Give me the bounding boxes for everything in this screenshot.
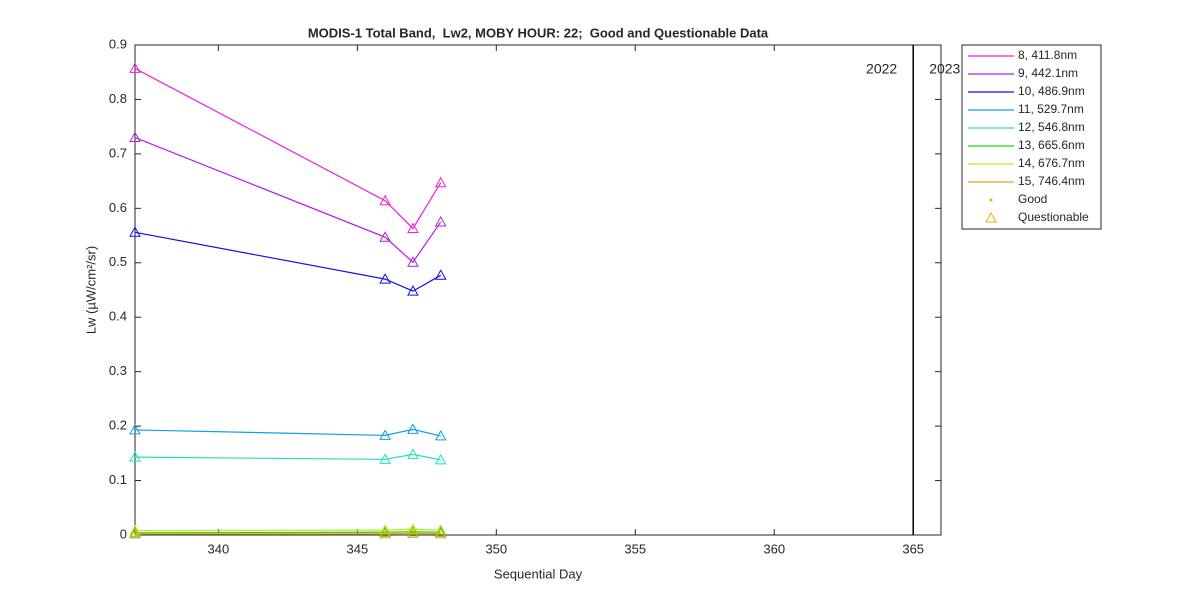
questionable-marker [379, 273, 391, 284]
questionable-marker [129, 131, 141, 143]
x-axis-label: Sequential Day [494, 566, 583, 581]
y-tick-label: 0.9 [109, 36, 127, 51]
annotation: 2022 [866, 61, 897, 77]
questionable-marker [129, 62, 141, 73]
questionable-marker [434, 453, 447, 465]
legend-label: 12, 546.8nm [1018, 120, 1085, 134]
y-axis-label: Lw (µW/cm²/sr) [83, 246, 98, 334]
legend-questionable-marker [985, 211, 997, 223]
questionable-marker [434, 527, 447, 539]
y-tick-label: 0 [120, 526, 127, 541]
questionable-marker [434, 524, 447, 535]
questionable-marker [129, 526, 141, 538]
legend-label: Questionable [1018, 210, 1089, 224]
questionable-marker [379, 527, 391, 539]
legend-label: 13, 665.6nm [1018, 138, 1085, 152]
questionable-marker [434, 215, 447, 227]
legend-label: 15, 746.4nm [1018, 174, 1085, 188]
series-line [134, 428, 441, 437]
chart-title: MODIS-1 Total Band, Lw2, MOBY HOUR: 22; … [308, 25, 769, 40]
y-tick-label: 0.6 [109, 200, 127, 215]
questionable-marker [379, 231, 391, 242]
questionable-marker [379, 194, 391, 206]
questionable-marker [129, 423, 141, 435]
y-tick-label: 0.1 [109, 472, 127, 487]
questionable-marker [407, 448, 419, 459]
x-tick-label: 360 [763, 541, 785, 556]
series-line [134, 453, 441, 461]
x-tick-label: 345 [346, 541, 368, 556]
series-line [134, 67, 442, 230]
legend-label: 8, 411.8nm [1018, 48, 1077, 62]
x-tick-label: 350 [485, 541, 507, 556]
series-line [134, 531, 441, 534]
legend-label: 9, 442.1nm [1018, 66, 1078, 80]
legend-good-marker [989, 198, 993, 202]
x-tick-label: 355 [624, 541, 646, 556]
series-line [134, 136, 442, 264]
x-tick-label: 340 [208, 541, 230, 556]
legend-label: 14, 676.7nm [1018, 156, 1085, 170]
questionable-marker [407, 256, 419, 267]
y-tick-label: 0.2 [109, 418, 127, 433]
questionable-marker [434, 176, 447, 188]
y-tick-label: 0.5 [109, 254, 127, 269]
questionable-marker [379, 453, 391, 464]
questionable-marker [407, 525, 419, 537]
questionable-marker [434, 429, 447, 441]
legend [961, 44, 1102, 230]
y-tick-label: 0.4 [109, 309, 127, 324]
series-line [134, 528, 441, 532]
questionable-marker [407, 527, 419, 538]
legend-label: 10, 486.9nm [1018, 84, 1085, 98]
questionable-marker [407, 222, 419, 233]
questionable-marker [129, 524, 141, 536]
questionable-marker [379, 429, 391, 440]
questionable-marker [129, 527, 141, 539]
questionable-marker [129, 226, 141, 237]
series-line [134, 231, 442, 292]
questionable-marker [379, 526, 391, 537]
annotation: 2023 [929, 61, 960, 77]
questionable-marker [434, 269, 447, 280]
legend-label: Good [1018, 192, 1047, 206]
y-tick-label: 0.8 [109, 91, 127, 106]
questionable-marker [407, 423, 419, 434]
y-tick-label: 0.3 [109, 363, 127, 378]
plot-area [134, 44, 942, 536]
legend-label: 11, 529.7nm [1018, 102, 1084, 116]
questionable-marker [407, 285, 419, 296]
x-tick-label: 365 [902, 541, 924, 556]
questionable-marker [129, 451, 141, 462]
series-line [135, 532, 441, 535]
questionable-marker [434, 526, 447, 537]
y-tick-label: 0.7 [109, 145, 127, 160]
